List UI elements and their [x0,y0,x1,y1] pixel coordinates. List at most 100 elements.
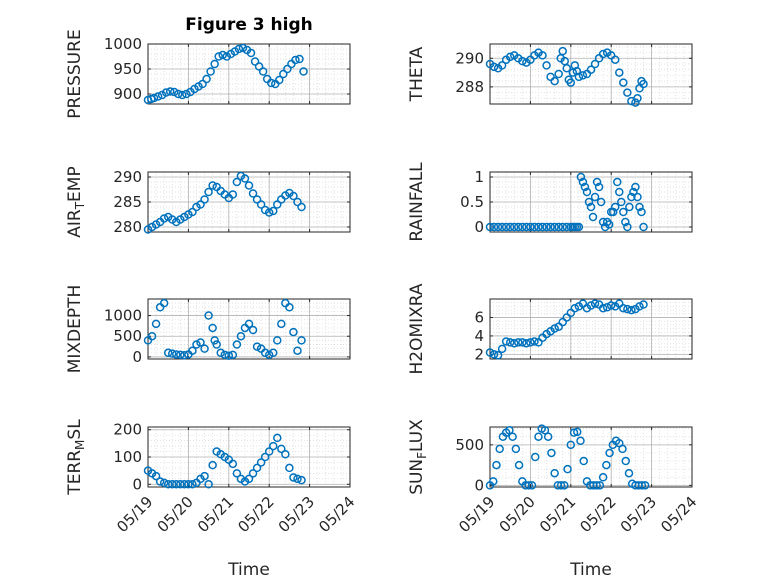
data-point [151,471,161,481]
x-tick-label: 05/21 [194,493,237,536]
data-point [153,92,163,101]
data-point [505,222,515,232]
axes-frame [147,426,351,488]
data-point [550,222,559,232]
data-point [159,298,169,308]
y-tick-label: 288 [455,78,484,96]
data-point [151,319,161,329]
data-point [590,59,600,69]
data-point [586,65,596,74]
data-point [165,87,175,96]
data-point [264,447,274,456]
data-point [493,351,503,360]
data-point [639,222,648,232]
data-point [176,350,185,360]
data-point [604,220,614,229]
data-point [204,187,213,197]
data-point [618,444,627,454]
data-point [224,351,234,360]
axes-frame [147,171,351,233]
data-point [578,71,588,80]
data-point [627,192,636,202]
data-point [570,303,580,313]
data-point [579,456,588,466]
data-point [208,181,217,190]
data-point [590,299,600,308]
data-point [522,222,531,232]
data-point [266,78,276,88]
data-point [518,56,527,66]
y-tick-label: 500 [455,436,484,454]
data-point [554,69,563,79]
data-point [623,304,632,314]
data-point [149,93,159,103]
data-point [596,197,606,207]
data-point [542,61,551,70]
x-tick-label: 05/22 [576,493,619,536]
data-point [200,471,209,481]
data-point [621,217,630,227]
data-point [574,72,584,82]
data-point [631,98,640,107]
data-point [514,222,523,232]
data-point [635,302,644,311]
y-axis-label: H2OMIXRA [407,283,427,374]
data-point [595,481,605,490]
data-point [586,202,596,212]
subplot-mixdepth: 0 500 1000 MIXDEPTH [65,285,351,373]
data-point [615,68,624,77]
y-tick-label: 1000 [104,35,142,53]
data-point [639,79,648,89]
data-point [635,202,644,212]
data-point [538,51,547,60]
axes-frame [489,171,693,233]
y-tick-label: 500 [113,327,142,345]
data-point [248,325,258,335]
subplot-air_temp: 280 285 290 AIRTEMP [65,166,351,238]
data-point [208,460,217,470]
data-point [637,481,647,490]
data-point [289,473,298,482]
data-point [297,475,306,485]
x-tick-label: 05/24 [657,493,700,536]
data-point [598,49,608,59]
data-point [188,480,197,489]
data-point [608,207,618,217]
data-point [505,338,515,347]
data-point [200,344,209,353]
data-point [550,76,559,86]
data-point [580,182,590,192]
y-axis-label: AIRTEMP [65,166,87,237]
y-tick-label: 900 [113,85,142,103]
data-point [200,195,209,204]
data-point [547,448,556,458]
y-tick-label: 290 [113,168,142,186]
data-point [155,477,165,486]
data-point [170,87,179,97]
data-point [578,177,588,187]
data-point [256,200,266,209]
data-point [509,222,519,232]
data-point [172,350,181,359]
data-point [240,174,250,183]
y-tick-label: 0 [474,476,484,494]
y-axis-label: THETA [407,46,427,102]
data-point [268,206,278,216]
data-point [554,222,563,232]
y-tick-label: 4 [474,327,484,345]
y-tick-label: 285 [113,193,142,211]
data-point [254,62,264,71]
data-point [258,67,268,76]
data-point [489,350,499,359]
data-point [295,54,304,64]
data-point [273,336,282,345]
y-tick-label: 290 [455,49,484,67]
data-point [573,427,582,437]
data-point [293,197,302,207]
data-point [212,340,221,349]
data-point [598,473,608,482]
data-point [550,324,559,333]
data-point [623,88,632,97]
data-point [598,303,608,313]
